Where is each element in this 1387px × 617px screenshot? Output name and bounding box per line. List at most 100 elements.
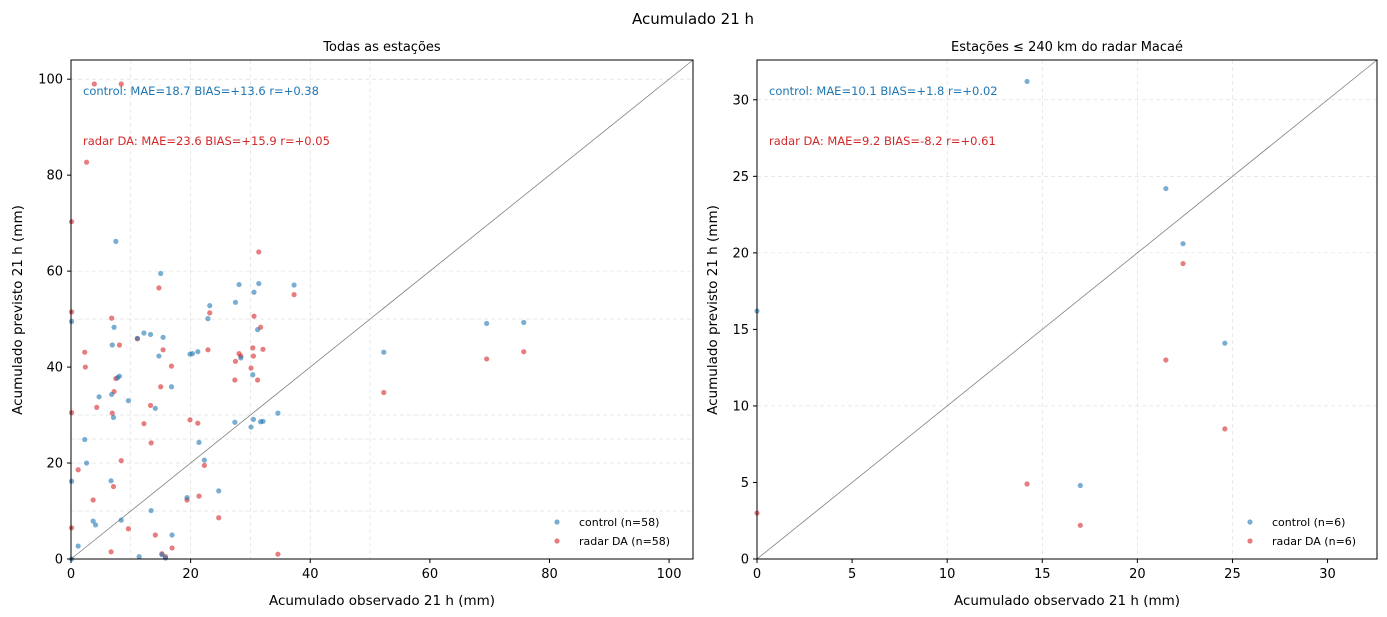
stats-annotation-radar-left: radar DA: MAE=23.6 BIAS=+15.9 r=+0.05 [83,134,330,148]
scatter-point-control [134,335,140,341]
scatter-point-radar_da [83,159,90,165]
scatter-point-control [238,355,244,361]
scatter-point-radar_da [187,417,193,423]
x-axis-label-right: Acumulado observado 21 h (mm) [954,593,1180,609]
y-axis-ticks-left: 0 20 40 60 80 100 [38,73,71,568]
x-tick-label: 40 [302,567,319,582]
scatter-point-radar_da [158,384,164,390]
points-left [68,81,527,562]
legend-marker-radar-left [554,538,560,544]
scatter-point-control [152,405,158,411]
x-tick-label: 100 [657,567,682,582]
scatter-point-radar_da [260,346,266,352]
x-tick-label: 20 [1129,567,1146,582]
y-axis-label-left: Acumulado previsto 21 h (mm) [10,205,26,415]
scatter-point-control [291,282,297,288]
x-tick-label: 0 [67,567,75,582]
x-tick-label: 60 [422,567,439,582]
scatter-point-control [113,238,119,244]
scatter-point-control [236,281,242,288]
scatter-point-control [275,410,281,416]
chart-title-left: Todas as estações [322,40,441,55]
legend-label-radar-right: radar DA (n=6) [1272,535,1356,548]
scatter-point-radar_da [232,358,239,364]
scatter-point-control [195,349,201,355]
scatter-point-control [381,349,387,355]
scatter-point-radar_da [68,309,75,315]
chart-title-right: Estações ≤ 240 km do radar Macaé [951,40,1183,55]
scatter-point-control [109,391,115,398]
scatter-point-radar_da [160,347,166,353]
scatter-point-control [250,416,257,422]
scatter-point-control [162,555,169,561]
scatter-point-radar_da [169,545,175,551]
scatter-point-control [184,494,190,501]
scatter-point-radar_da [109,410,115,416]
x-tick-label: 80 [541,567,558,582]
scatter-point-radar_da [118,458,124,464]
scatter-point-control [68,478,75,484]
scatter-point-control [110,414,117,421]
y-tick-label: 40 [46,361,63,376]
scatter-point-radar_da [68,410,75,416]
legend-label-radar-left: radar DA (n=58) [579,535,670,548]
stats-annotation-radar-right: radar DA: MAE=9.2 BIAS=-8.2 r=+0.61 [769,134,996,148]
scatter-point-radar_da [125,526,132,532]
scatter-point-radar_da [148,440,154,446]
scatter-point-control [207,303,213,309]
scatter-point-radar_da [250,345,256,351]
scatter-point-control [196,439,202,446]
identity-line-right [756,59,1378,560]
grid-left [71,60,693,559]
x-tick-label: 30 [1319,567,1336,582]
scatter-point-radar_da [108,549,114,555]
legend-right: control (n=6) radar DA (n=6) [1247,516,1356,548]
legend-marker-radar-right [1247,538,1253,544]
scatter-point-radar_da [68,219,75,225]
y-tick-label: 0 [741,553,749,568]
scatter-point-control [201,457,207,463]
figure-suptitle: Acumulado 21 h [632,10,754,28]
plot-frame-right [756,59,1378,560]
scatter-point-radar_da [1024,481,1030,487]
x-tick-label: 5 [848,567,856,582]
scatter-point-radar_da [255,377,261,383]
scatter-point-control [125,398,132,404]
scatter-point-radar_da [251,313,257,319]
scatter-point-control [118,517,124,523]
scatter-point-control [158,270,164,277]
scatter-point-control [160,334,166,340]
scatter-point-control [111,324,117,330]
scatter-point-control [255,327,261,333]
scatter-point-control [232,419,238,425]
scatter-point-control [141,330,147,336]
scatter-point-radar_da [168,363,175,369]
stats-annotation-control-left: control: MAE=18.7 BIAS=+13.6 r=+0.38 [83,84,319,98]
y-tick-label: 20 [732,246,749,261]
scatter-point-radar_da [484,356,490,362]
scatter-point-control [90,518,96,524]
scatter-point-control [250,372,256,378]
scatter-point-radar_da [248,365,254,371]
y-tick-label: 100 [38,73,63,88]
scatter-point-control [156,353,162,359]
grid-right [757,60,1377,559]
scatter-point-control [148,507,154,514]
scatter-point-radar_da [216,515,222,521]
scatter-point-radar_da [1222,426,1228,432]
scatter-point-control [96,394,102,400]
scatter-point-radar_da [1077,522,1083,528]
y-tick-label: 0 [55,553,63,568]
x-tick-label: 15 [1034,567,1051,582]
stats-annotation-control-right: control: MAE=10.1 BIAS=+1.8 r=+0.02 [769,84,998,98]
scatter-point-radar_da [207,310,213,316]
x-tick-label: 20 [182,567,199,582]
scatter-point-control [83,460,90,466]
scatter-point-radar_da [250,353,257,359]
scatter-point-control [1024,78,1030,85]
scatter-point-control [1163,185,1169,192]
scatter-point-control [216,488,222,494]
scatter-point-control [68,318,75,325]
y-tick-label: 60 [46,265,63,280]
